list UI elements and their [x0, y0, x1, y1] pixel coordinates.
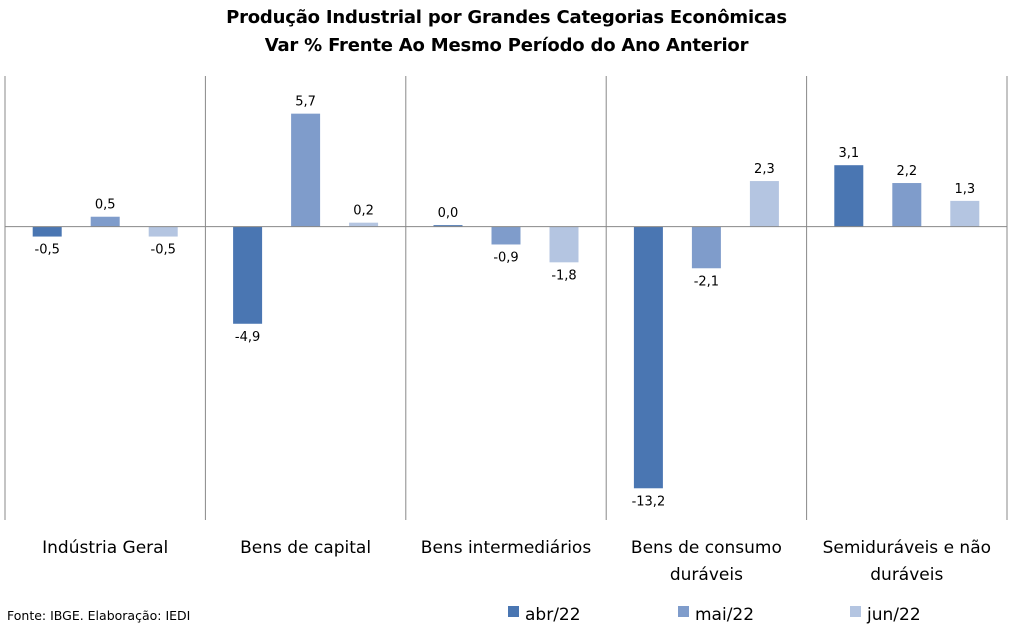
data-label: 0,2: [353, 204, 374, 219]
data-label: -0,5: [35, 243, 60, 258]
bar: [291, 113, 321, 227]
bar: [32, 226, 62, 237]
data-label: 0,0: [438, 206, 459, 221]
bar: [892, 183, 922, 227]
bar: [90, 216, 120, 227]
data-label: -1,8: [551, 268, 576, 283]
category-label: Bens intermediários: [421, 538, 592, 558]
category-label: Bens de consumo: [631, 538, 782, 558]
bar: [148, 226, 178, 237]
bar: [549, 226, 579, 263]
bar: [950, 200, 980, 227]
category-label: Semiduráveis e não: [823, 538, 991, 558]
source-note: Fonte: IBGE. Elaboração: IEDI: [7, 608, 190, 623]
data-label: 3,1: [838, 146, 859, 161]
legend-swatch: [850, 606, 861, 617]
data-label: 0,5: [95, 198, 116, 213]
bar: [691, 226, 721, 269]
data-label: -0,5: [151, 243, 176, 258]
data-label: -0,9: [493, 250, 518, 265]
data-label: 1,3: [954, 182, 975, 197]
category-label: duráveis: [870, 565, 943, 585]
bar: [834, 165, 864, 227]
bar: [491, 226, 521, 245]
category-label: Bens de capital: [240, 538, 371, 558]
category-label: Indústria Geral: [42, 538, 168, 558]
bar: [233, 226, 263, 324]
data-label: -4,9: [235, 330, 260, 345]
data-label: -13,2: [632, 494, 666, 509]
chart-subtitle: Var % Frente Ao Mesmo Período do Ano Ant…: [264, 35, 749, 56]
bar: [349, 222, 379, 227]
legend-swatch: [508, 606, 519, 617]
chart-title: Produção Industrial por Grandes Categori…: [226, 7, 787, 28]
bar: [749, 181, 779, 227]
legend-label: jun/22: [866, 605, 921, 625]
legend-label: abr/22: [525, 605, 581, 625]
category-label: duráveis: [670, 565, 743, 585]
data-label: 2,2: [896, 164, 917, 179]
legend-label: mai/22: [695, 605, 754, 625]
data-label: 2,3: [754, 162, 775, 177]
legend-swatch: [678, 606, 689, 617]
data-label: -2,1: [694, 274, 719, 289]
bar: [633, 226, 663, 489]
bar: [433, 225, 463, 227]
data-label: 5,7: [295, 95, 316, 110]
